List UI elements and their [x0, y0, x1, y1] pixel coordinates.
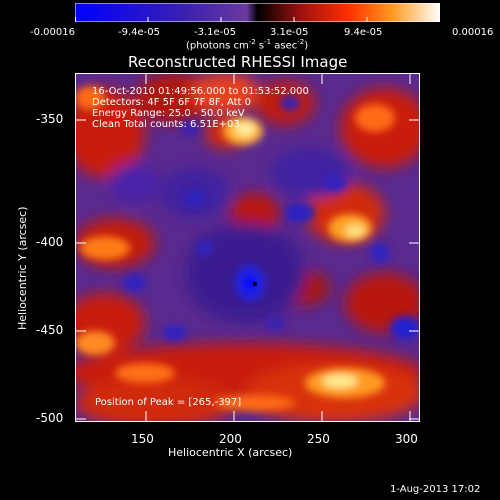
- colorbar-tick-label: -0.00016: [30, 27, 75, 38]
- y-axis-label: Heliocentric Y (arcsec): [16, 206, 29, 330]
- colorbar-tick-label: 0.00016: [452, 27, 494, 38]
- x-tick-label: 250: [307, 432, 330, 446]
- colorbar-tick-label: -3.1e-05: [194, 27, 236, 38]
- colorbar-tick-label: 9.4e-05: [344, 27, 383, 38]
- plot-title: Reconstructed RHESSI Image: [128, 53, 348, 71]
- x-tick-label: 300: [395, 432, 418, 446]
- x-tick-label: 200: [219, 432, 242, 446]
- colorbar-units: (photons cm-2 s-1 asec-2): [186, 38, 309, 52]
- x-axis-label: Heliocentric X (arcsec): [168, 446, 293, 459]
- plot-date-stamp: 1-Aug-2013 17:02: [390, 484, 481, 495]
- obs-time-range: 16-Oct-2010 01:49:56.000 to 01:53:52.000: [92, 86, 309, 97]
- detectors-info: Detectors: 4F 5F 6F 7F 8F, Att 0: [92, 97, 252, 108]
- energy-range-info: Energy Range: 25.0 - 50.0 keV: [92, 108, 245, 119]
- colorbar-tick-label: -9.4e-05: [118, 27, 160, 38]
- y-tick-label: -450: [36, 323, 64, 337]
- colorbar: [75, 3, 440, 22]
- colorbar-tick-label: 3.1e-05: [270, 27, 309, 38]
- rhessi-image: [75, 73, 420, 422]
- clean-total-counts: Clean Total counts: 6.51E+03: [92, 119, 240, 130]
- y-tick-label: -400: [36, 235, 64, 249]
- y-tick-label: -500: [36, 411, 64, 425]
- peak-marker: [253, 282, 257, 286]
- y-tick-label: -350: [36, 112, 64, 126]
- x-tick-label: 150: [131, 432, 154, 446]
- peak-position-label: Position of Peak = [265,-397]: [95, 397, 242, 408]
